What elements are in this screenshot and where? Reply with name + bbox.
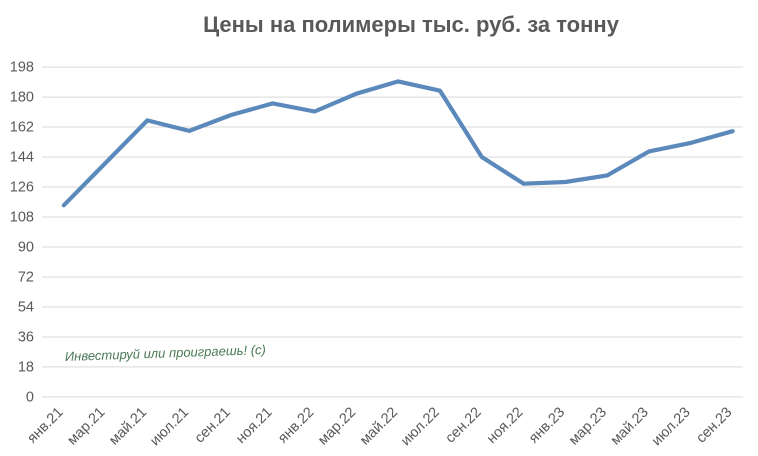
svg-text:126: 126 bbox=[10, 180, 34, 196]
svg-text:сен.23: сен.23 bbox=[693, 404, 735, 446]
svg-text:ноя.22: ноя.22 bbox=[484, 404, 526, 446]
svg-text:90: 90 bbox=[18, 240, 34, 256]
svg-text:144: 144 bbox=[10, 150, 34, 166]
svg-text:72: 72 bbox=[18, 270, 34, 286]
svg-text:162: 162 bbox=[10, 120, 34, 136]
svg-text:сен.22: сен.22 bbox=[443, 404, 485, 446]
svg-text:54: 54 bbox=[18, 300, 34, 316]
svg-text:июл.21: июл.21 bbox=[147, 404, 192, 449]
svg-text:сен.21: сен.21 bbox=[192, 404, 234, 446]
svg-text:мар.23: мар.23 bbox=[566, 404, 610, 448]
svg-text:май.23: май.23 bbox=[608, 404, 652, 448]
svg-text:июл.22: июл.22 bbox=[398, 404, 443, 449]
svg-text:Инвестируй или проиграешь! (с): Инвестируй или проиграешь! (с) bbox=[65, 342, 266, 364]
svg-text:мар.21: мар.21 bbox=[64, 404, 108, 448]
svg-text:янв.23: янв.23 bbox=[526, 404, 568, 446]
svg-text:180: 180 bbox=[10, 90, 34, 106]
svg-text:ноя.21: ноя.21 bbox=[233, 404, 275, 446]
svg-text:янв.21: янв.21 bbox=[24, 404, 66, 446]
svg-text:май.22: май.22 bbox=[357, 404, 401, 448]
svg-text:108: 108 bbox=[10, 210, 34, 226]
svg-text:36: 36 bbox=[18, 330, 34, 346]
svg-text:янв.22: янв.22 bbox=[275, 404, 317, 446]
svg-text:0: 0 bbox=[26, 389, 34, 405]
svg-text:июл.23: июл.23 bbox=[649, 404, 694, 449]
svg-text:198: 198 bbox=[10, 60, 34, 76]
svg-text:май.21: май.21 bbox=[106, 404, 150, 448]
svg-text:мар.22: мар.22 bbox=[315, 404, 359, 448]
svg-text:18: 18 bbox=[18, 359, 34, 375]
